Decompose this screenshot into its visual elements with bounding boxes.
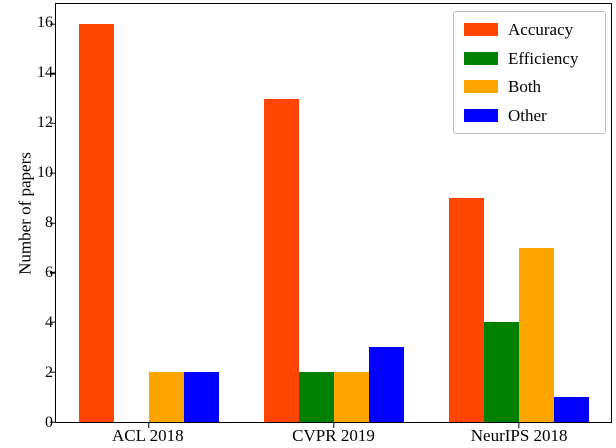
legend-item-efficiency: Efficiency — [464, 49, 595, 69]
x-tick-mark — [332, 423, 335, 428]
bar-efficiency-neurips-2018 — [483, 322, 519, 422]
y-tick-mark — [50, 222, 55, 224]
y-tick-label: 16 — [37, 14, 53, 31]
y-tick-mark — [50, 72, 55, 75]
x-tick-mark — [147, 423, 150, 428]
bar-other-acl-2018 — [183, 372, 219, 422]
legend-swatch-icon — [464, 51, 498, 65]
bar-other-cvpr-2019 — [368, 347, 404, 422]
bar-group-acl-2018 — [78, 4, 219, 422]
bar-both-neurips-2018 — [518, 247, 554, 422]
x-tick-label: CVPR 2019 — [292, 426, 375, 445]
legend-label: Accuracy — [508, 20, 574, 39]
bar-accuracy-acl-2018 — [78, 23, 114, 422]
y-tick-mark — [50, 421, 55, 423]
bar-group-neurips-2018 — [448, 4, 589, 422]
y-tick-mark — [50, 122, 55, 125]
bar-both-cvpr-2019 — [333, 372, 369, 422]
y-tick-label: 6 — [45, 264, 53, 281]
y-tick-label: 14 — [37, 64, 53, 81]
bar-group-cvpr-2019 — [263, 4, 404, 422]
bar-accuracy-cvpr-2019 — [263, 98, 299, 422]
x-tick-label: ACL 2018 — [112, 426, 184, 445]
y-tick-mark — [50, 172, 55, 174]
legend-item-accuracy: Accuracy — [464, 20, 595, 40]
y-tick-label: 2 — [45, 364, 53, 381]
legend-item-other: Other — [464, 106, 595, 126]
bar-other-neurips-2018 — [553, 397, 589, 422]
legend-swatch-icon — [464, 80, 498, 94]
bar-accuracy-neurips-2018 — [448, 198, 484, 422]
legend-label: Efficiency — [508, 48, 579, 68]
y-tick-mark — [50, 371, 55, 373]
y-tick-label: 8 — [45, 214, 53, 231]
legend-label: Both — [508, 77, 542, 97]
legend-item-both: Both — [464, 77, 595, 97]
x-tick-mark — [517, 423, 520, 428]
y-tick-label: 10 — [37, 164, 53, 181]
legend: Accuracy Efficiency Both Other — [453, 11, 606, 135]
x-tick-label: NeurIPS 2018 — [470, 426, 568, 445]
y-tick-mark — [50, 321, 55, 324]
legend-label: Other — [508, 105, 547, 125]
y-tick-mark — [50, 23, 55, 25]
y-tick-label: 12 — [37, 114, 53, 131]
y-tick-mark — [50, 272, 55, 274]
legend-swatch-icon — [464, 108, 498, 122]
legend-swatch-icon — [464, 23, 498, 37]
y-tick-label: 0 — [45, 414, 53, 431]
bar-efficiency-cvpr-2019 — [298, 372, 334, 422]
bar-both-acl-2018 — [148, 372, 184, 422]
y-tick-label: 4 — [45, 314, 53, 331]
